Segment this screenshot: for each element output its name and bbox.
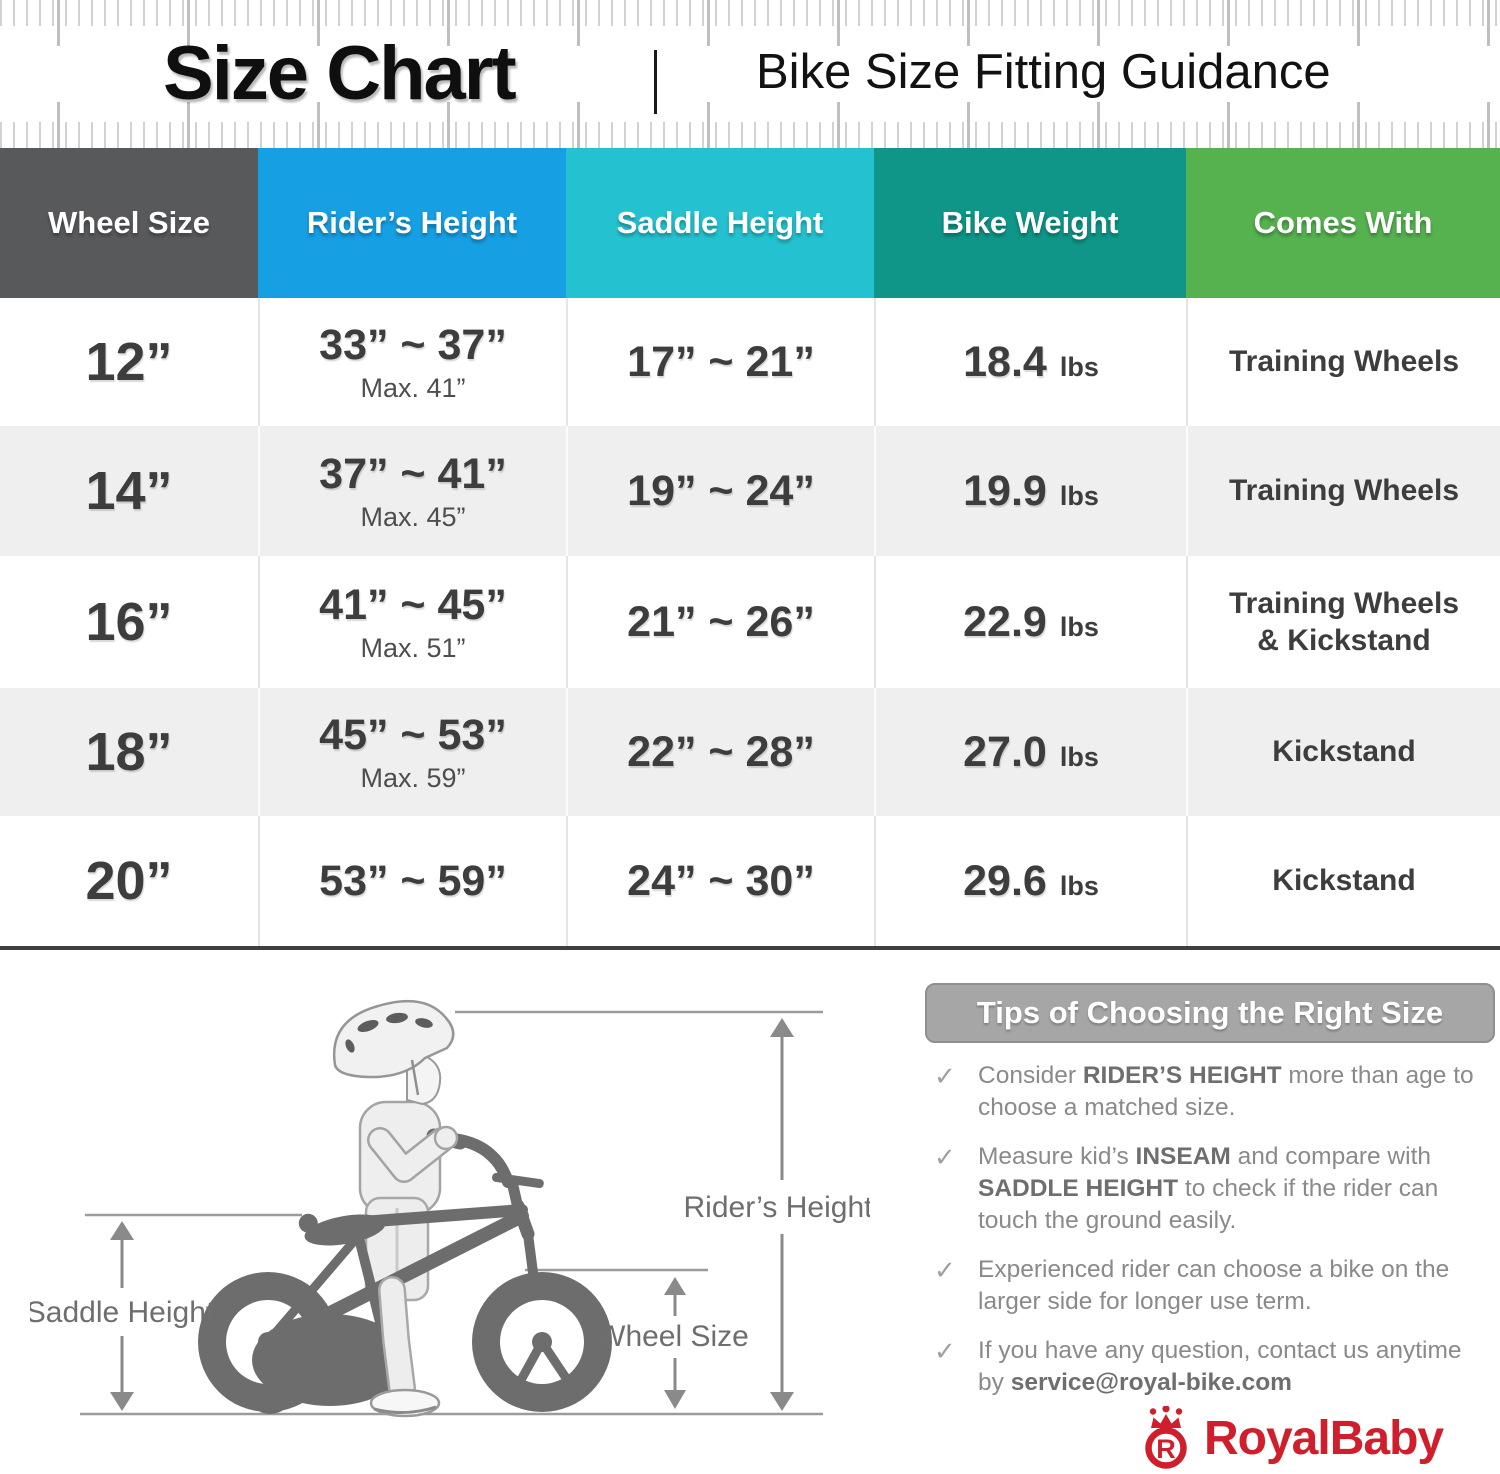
cell-saddle-height: 21” ~ 26”: [566, 556, 874, 688]
ruler-ticks-top-major: [0, 0, 1500, 46]
helmet-icon: [332, 999, 455, 1079]
cell-saddle-height: 19” ~ 24”: [566, 426, 874, 556]
cell-rider-height: 45” ~ 53” Max. 59”: [258, 688, 566, 816]
tip-text: Consider RIDER’S HEIGHT more than age to…: [978, 1062, 1474, 1121]
fit-diagram: Saddle Height Rider’s Height Wheel Size: [30, 999, 870, 1418]
cell-comes-with: Training Wheels & Kickstand: [1186, 556, 1500, 688]
royalbaby-crown-icon: R: [1145, 1406, 1187, 1469]
cell-bike-weight: 22.9 lbs: [874, 556, 1186, 688]
bottom-section: Saddle Height Rider’s Height Wheel Size …: [0, 950, 1500, 1474]
cell-comes-with: Training Wheels: [1186, 298, 1500, 426]
brand-name: RoyalBaby: [1204, 1411, 1444, 1465]
cell-bike-weight: 18.4 lbs: [874, 298, 1186, 426]
title-divider: [654, 50, 657, 114]
bike-silhouette: [198, 1128, 612, 1414]
wheel-size-label: Wheel Size: [597, 1320, 749, 1353]
svg-text:R: R: [1156, 1434, 1176, 1464]
column-header-bike-weight: Bike Weight: [874, 148, 1186, 298]
cell-rider-height: 53” ~ 59”: [258, 816, 566, 946]
table-row: 12” 33” ~ 37” Max. 41” 17” ~ 21” 18.4 lbs …: [0, 298, 1500, 426]
cell-bike-weight: 29.6 lbs: [874, 816, 1186, 946]
tip-item: ✓ Measure kid’s INSEAM and compare with …: [934, 1141, 1496, 1237]
tip-text: Experienced rider can choose a bike on t…: [978, 1256, 1450, 1315]
table-row: 18” 45” ~ 53” Max. 59” 22” ~ 28” 27.0 lbs …: [0, 688, 1500, 816]
tip-item: ✓ Consider RIDER’S HEIGHT more than age …: [934, 1060, 1496, 1124]
tip-item: ✓ If you have any question, contact us a…: [934, 1335, 1496, 1399]
cell-comes-with: Kickstand: [1186, 688, 1500, 816]
tips-list: ✓ Consider RIDER’S HEIGHT more than age …: [934, 1060, 1496, 1416]
check-icon: ✓: [934, 1061, 956, 1091]
column-header-wheel-size: Wheel Size: [0, 148, 258, 298]
table-body: 12” 33” ~ 37” Max. 41” 17” ~ 21” 18.4 lbs …: [0, 298, 1500, 946]
cell-bike-weight: 19.9 lbs: [874, 426, 1186, 556]
cell-wheel-size: 14”: [85, 461, 173, 521]
ruler-ticks-bottom-major: [0, 102, 1500, 148]
cell-bike-weight: 27.0 lbs: [874, 688, 1186, 816]
cell-saddle-height: 24” ~ 30”: [566, 816, 874, 946]
brand-logo: R RoyalBaby: [1134, 1406, 1444, 1470]
column-header-saddle-height: Saddle Height: [566, 148, 874, 298]
cell-wheel-size: 20”: [85, 851, 173, 911]
masthead: Size Chart Bike Size Fitting Guidance: [0, 0, 1500, 148]
cell-rider-height: 33” ~ 37” Max. 41”: [258, 298, 566, 426]
tips-panel-title: Tips of Choosing the Right Size: [925, 983, 1495, 1043]
table-bottom-rule: [0, 946, 1500, 950]
table-row: 14” 37” ~ 41” Max. 45” 19” ~ 24” 19.9 lbs …: [0, 426, 1500, 556]
cell-wheel-size: 18”: [85, 722, 173, 782]
check-icon: ✓: [934, 1255, 956, 1285]
cell-rider-height: 37” ~ 41” Max. 45”: [258, 426, 566, 556]
column-header-rider-height: Rider’s Height: [258, 148, 566, 298]
cell-wheel-size: 16”: [85, 592, 173, 652]
wheel-size-arrow: [664, 1277, 686, 1409]
cell-comes-with: Training Wheels: [1186, 426, 1500, 556]
cell-saddle-height: 22” ~ 28”: [566, 688, 874, 816]
tip-item: ✓ Experienced rider can choose a bike on…: [934, 1254, 1496, 1318]
measure-lines: [80, 1010, 823, 1416]
table-header-row: Wheel Size Rider’s Height Saddle Height …: [0, 148, 1500, 298]
page-title: Size Chart: [163, 31, 517, 116]
tip-text: If you have any question, contact us any…: [978, 1337, 1462, 1396]
check-icon: ✓: [934, 1142, 956, 1172]
cell-rider-height: 41” ~ 45” Max. 51”: [258, 556, 566, 688]
saddle: [298, 1213, 386, 1246]
table-row: 20” 53” ~ 59” 24” ~ 30” 29.6 lbs Kickstan…: [0, 816, 1500, 946]
riders-height-label: Rider’s Height: [684, 1191, 870, 1224]
column-header-comes-with: Comes With: [1186, 148, 1500, 298]
saddle-height-arrow: [110, 1221, 134, 1411]
table-row: 16” 41” ~ 45” Max. 51” 21” ~ 26” 22.9 lbs …: [0, 556, 1500, 688]
child-arm: [367, 1125, 459, 1183]
saddle-height-label: Saddle Height: [30, 1296, 215, 1329]
cell-wheel-size: 12”: [85, 332, 173, 392]
tip-text: Measure kid’s INSEAM and compare with SA…: [978, 1143, 1439, 1234]
child-leg: [369, 1276, 441, 1418]
check-icon: ✓: [934, 1336, 956, 1366]
cell-saddle-height: 17” ~ 21”: [566, 298, 874, 426]
page-subtitle: Bike Size Fitting Guidance: [756, 45, 1331, 99]
riders-height-arrow: [770, 1018, 794, 1411]
cell-comes-with: Kickstand: [1186, 816, 1500, 946]
